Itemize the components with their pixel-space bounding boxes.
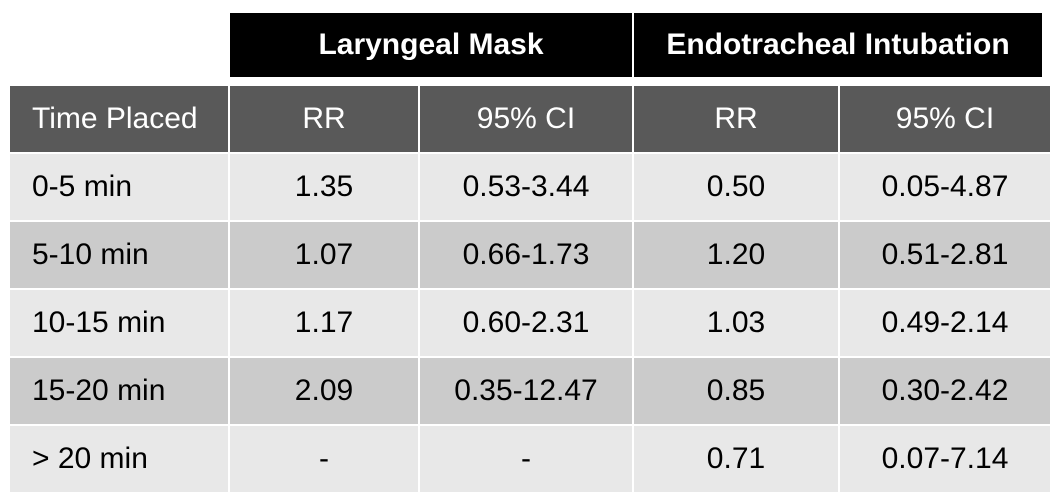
table-cell: 0.35-12.47 [420, 358, 632, 424]
table-cell: 2.09 [230, 358, 418, 424]
data-table: Time Placed RR 95% CI RR 95% CI 0-5 min … [10, 86, 1050, 492]
table-cell-time: 5-10 min [10, 222, 228, 288]
column-header: Time Placed [10, 86, 228, 152]
table-cell-time: > 20 min [10, 426, 228, 492]
table-cell: 0.53-3.44 [420, 154, 632, 220]
table-cell-time: 15-20 min [10, 358, 228, 424]
table-cell: 1.20 [634, 222, 838, 288]
table-cell: 0.30-2.42 [840, 358, 1050, 424]
table-cell: 0.49-2.14 [840, 290, 1050, 356]
group-header-row: Laryngeal Mask Endotracheal Intubation [230, 13, 1042, 77]
column-header: RR [634, 86, 838, 152]
table-cell: 1.03 [634, 290, 838, 356]
table-cell: 0.85 [634, 358, 838, 424]
group-header-endotracheal-intubation: Endotracheal Intubation [632, 13, 1042, 77]
column-header: 95% CI [840, 86, 1050, 152]
table-cell: 0.50 [634, 154, 838, 220]
table-cell: - [230, 426, 418, 492]
table-cell: - [420, 426, 632, 492]
table-cell: 1.35 [230, 154, 418, 220]
column-header: RR [230, 86, 418, 152]
table-cell: 1.17 [230, 290, 418, 356]
table-cell: 0.60-2.31 [420, 290, 632, 356]
table-cell-time: 0-5 min [10, 154, 228, 220]
table-cell: 0.66-1.73 [420, 222, 632, 288]
table-cell: 0.51-2.81 [840, 222, 1050, 288]
table-cell: 0.07-7.14 [840, 426, 1050, 492]
table-cell: 1.07 [230, 222, 418, 288]
table-cell-time: 10-15 min [10, 290, 228, 356]
group-header-laryngeal-mask: Laryngeal Mask [230, 13, 632, 77]
column-header: 95% CI [420, 86, 632, 152]
table-cell: 0.05-4.87 [840, 154, 1050, 220]
table-cell: 0.71 [634, 426, 838, 492]
